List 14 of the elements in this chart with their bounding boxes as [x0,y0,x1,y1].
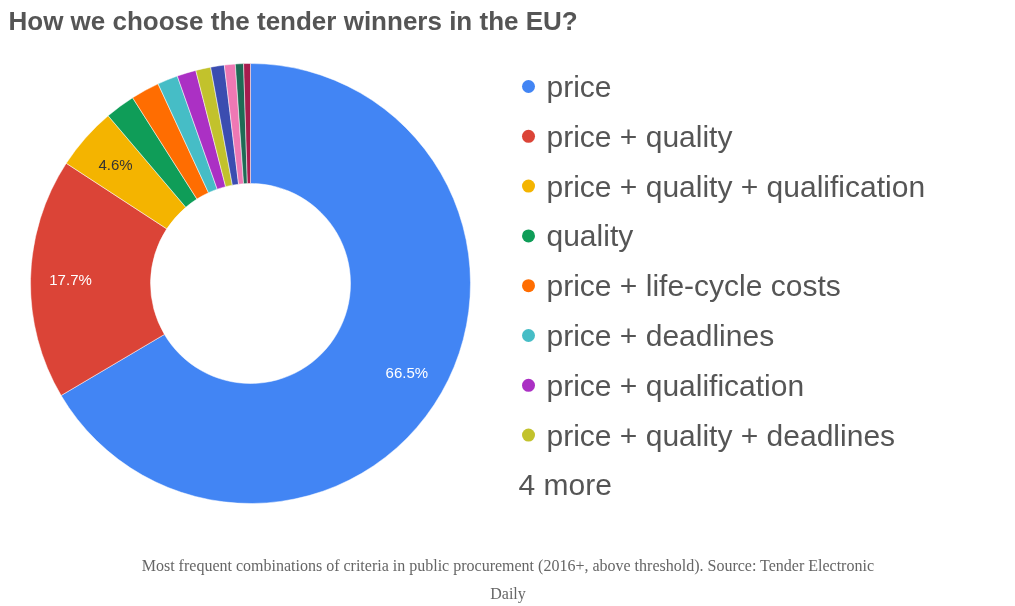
legend-label: price + quality + qualification [546,169,926,203]
data-label: 17.7% [49,271,92,289]
data-label: 66.5% [385,364,429,382]
legend-label: price + life-cycle costs [546,269,841,303]
legend-label: price [546,70,612,103]
text: Most frequent combinations of criteria in public procurement (2016+, above threshold). Source: Tender Electronic Daily [141,557,874,603]
legend-label: price + qualification [546,368,805,402]
legend-label: price + quality [546,119,733,153]
data-label: 4.6% [98,155,133,173]
legend-label: price + deadlines [546,319,775,352]
chart-title: How we choose the tender winners in the EU? [8,5,578,36]
legend-label: price + quality + deadlines [546,418,896,452]
legend-label: quality [546,219,634,253]
text: 4 more [518,468,612,502]
